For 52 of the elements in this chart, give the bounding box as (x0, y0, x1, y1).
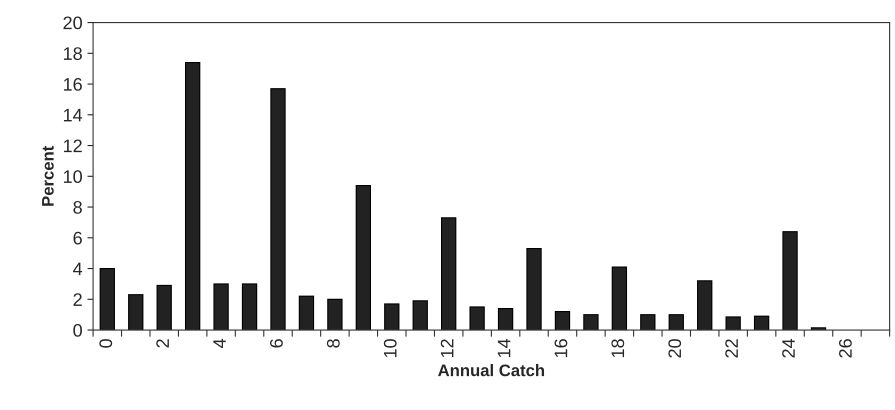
bar (754, 316, 770, 330)
y-tick-label: 10 (64, 170, 82, 184)
y-tick-label: 4 (73, 262, 82, 276)
bar (640, 314, 656, 330)
bar (242, 283, 258, 330)
x-tick-label: 20 (668, 339, 682, 358)
bar (668, 314, 684, 330)
bar (384, 303, 400, 330)
bar (156, 284, 172, 330)
bar (356, 184, 372, 330)
x-tick-label: 12 (440, 339, 454, 358)
bar (469, 306, 485, 330)
x-tick-label: 4 (213, 338, 226, 348)
y-tick-label: 16 (64, 78, 82, 91)
y-axis-title: Percent (42, 146, 54, 206)
x-tick-label: 6 (270, 339, 283, 348)
bar (128, 294, 144, 330)
x-tick-label: 8 (326, 339, 340, 348)
bar (441, 217, 456, 330)
x-tick-label: 18 (611, 339, 624, 358)
bar (213, 283, 229, 330)
y-tick-label: 18 (64, 47, 82, 60)
bar (327, 298, 343, 330)
y-tick-label: 12 (64, 139, 82, 152)
x-tick-label: 2 (156, 339, 169, 348)
bar (612, 266, 628, 330)
x-tick-label: 22 (725, 339, 738, 358)
x-tick-label: 16 (554, 339, 568, 358)
x-tick-label: 14 (498, 338, 510, 358)
y-tick-label: 8 (73, 200, 82, 214)
bar (184, 62, 200, 330)
x-tick-label: 24 (782, 338, 795, 358)
x-axis-title: Annual Catch (438, 364, 544, 376)
bar (526, 248, 542, 330)
y-tick-label: 14 (64, 108, 82, 122)
y-tick-label: 0 (73, 324, 82, 337)
bar (583, 314, 599, 330)
bar (726, 316, 741, 330)
x-tick-label: 26 (839, 339, 852, 358)
bar (782, 231, 798, 330)
bar (697, 280, 712, 330)
x-tick-label: 0 (99, 339, 112, 348)
x-tick-label: 10 (384, 339, 397, 358)
y-tick-label: 6 (74, 232, 82, 245)
y-tick-label: 2 (74, 293, 82, 306)
y-tick-label: 20 (63, 16, 82, 30)
bar (270, 88, 286, 330)
bar (498, 308, 514, 330)
bar (100, 268, 115, 330)
bar (554, 311, 570, 330)
bar (412, 300, 428, 330)
bar (298, 296, 314, 330)
